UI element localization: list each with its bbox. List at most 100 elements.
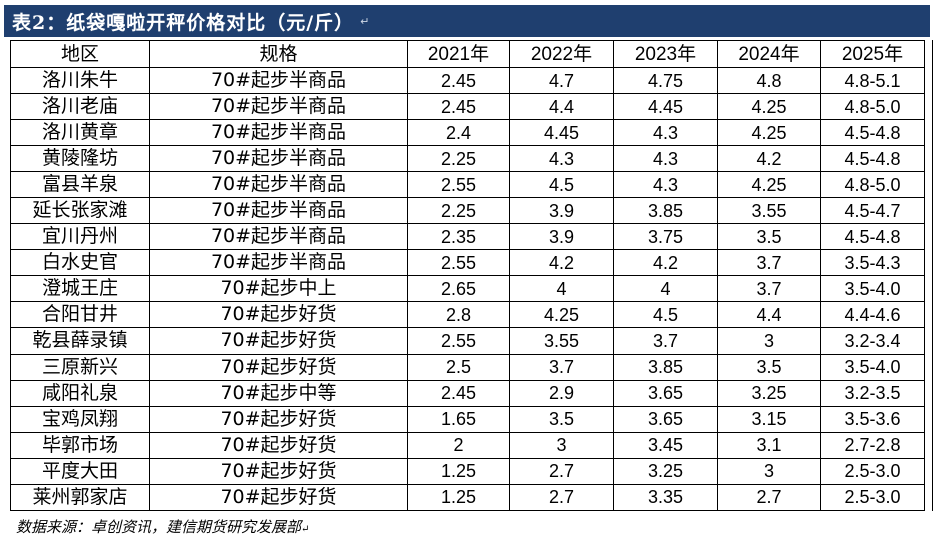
cell-y2024: 3.25 bbox=[717, 379, 821, 407]
cell-y2023: 4 bbox=[613, 275, 718, 303]
cell-y2024: 3.15 bbox=[717, 405, 821, 433]
cell-y2023: 3.65 bbox=[613, 405, 718, 433]
header-2022: 2022年 bbox=[509, 40, 614, 68]
table-title-bar: 表2：纸袋嘎啦开秤价格对比（元/斤） ↵ bbox=[4, 5, 930, 37]
cell-y2022: 4.7 bbox=[509, 66, 614, 95]
cell-spec: 70#起步半商品 bbox=[149, 249, 408, 277]
cell-y2021: 2.45 bbox=[407, 93, 510, 121]
cell-y2021: 2.5 bbox=[407, 353, 510, 381]
cell-y2024: 3.5 bbox=[717, 223, 821, 251]
header-region: 地区 bbox=[10, 40, 150, 68]
cell-spec: 70#起步好货 bbox=[149, 301, 408, 329]
cell-y2025: 3.2-3.4 bbox=[820, 327, 925, 355]
cell-y2024: 4.4 bbox=[717, 301, 821, 329]
cell-spec: 70#起步好货 bbox=[149, 353, 408, 381]
cell-y2024: 4.25 bbox=[717, 119, 821, 147]
table-row: 乾县薛录镇 70#起步好货 2.55 3.55 3.7 3 3.2-3.4 bbox=[10, 327, 925, 355]
cell-y2021: 2.55 bbox=[407, 249, 510, 277]
cell-y2022: 4.2 bbox=[509, 249, 614, 277]
cell-y2023: 4.3 bbox=[613, 145, 718, 173]
cell-y2025: 3.5-4.0 bbox=[820, 275, 925, 303]
cell-y2023: 4.5 bbox=[613, 301, 718, 329]
cell-y2023: 4.75 bbox=[613, 66, 718, 95]
cell-y2024: 3 bbox=[717, 457, 821, 485]
cell-region: 洛川朱牛 bbox=[10, 66, 150, 95]
cell-region: 平度大田 bbox=[10, 457, 150, 485]
cell-y2025: 3.2-3.5 bbox=[820, 379, 925, 407]
cell-region: 黄陵隆坊 bbox=[10, 145, 150, 173]
table-row: 毕郭市场 70#起步好货 2 3 3.45 3.1 2.7-2.8 bbox=[10, 431, 925, 459]
page-edge-line bbox=[932, 40, 933, 511]
header-2024: 2024年 bbox=[717, 40, 821, 68]
cell-y2023: 3.7 bbox=[613, 327, 718, 355]
cell-y2021: 2.45 bbox=[407, 379, 510, 407]
cell-y2021: 2.55 bbox=[407, 327, 510, 355]
cell-y2021: 2.65 bbox=[407, 275, 510, 303]
cell-region: 宜川丹州 bbox=[10, 223, 150, 251]
cell-spec: 70#起步中等 bbox=[149, 379, 408, 407]
cell-spec: 70#起步半商品 bbox=[149, 119, 408, 147]
cell-y2024: 3.7 bbox=[717, 275, 821, 303]
cell-y2025: 2.7-2.8 bbox=[820, 431, 925, 459]
cell-spec: 70#起步中上 bbox=[149, 275, 408, 303]
cell-region: 宝鸡凤翔 bbox=[10, 405, 150, 433]
cell-y2024: 4.8 bbox=[717, 66, 821, 95]
cell-y2024: 4.2 bbox=[717, 145, 821, 173]
cell-y2025: 2.5-3.0 bbox=[820, 457, 925, 485]
cell-y2025: 4.5-4.8 bbox=[820, 223, 925, 251]
table-row: 黄陵隆坊 70#起步半商品 2.25 4.3 4.3 4.2 4.5-4.8 bbox=[10, 145, 925, 173]
table-row: 富县羊泉 70#起步半商品 2.55 4.5 4.3 4.25 4.8-5.0 bbox=[10, 171, 925, 199]
cell-y2025: 4.5-4.7 bbox=[820, 197, 925, 225]
header-row: 地区 规格 2021年 2022年 2023年 2024年 2025年 bbox=[10, 40, 925, 68]
cell-y2025: 3.5-3.6 bbox=[820, 405, 925, 433]
cell-y2022: 4.45 bbox=[509, 119, 614, 147]
cell-region: 澄城王庄 bbox=[10, 275, 150, 303]
cell-spec: 70#起步好货 bbox=[149, 483, 408, 512]
cell-y2024: 2.7 bbox=[717, 483, 821, 512]
cell-y2021: 2.35 bbox=[407, 223, 510, 251]
cell-y2021: 1.25 bbox=[407, 457, 510, 485]
cell-y2025: 4.5-4.8 bbox=[820, 119, 925, 147]
header-2023: 2023年 bbox=[613, 40, 718, 68]
cell-spec: 70#起步好货 bbox=[149, 327, 408, 355]
cell-y2025: 4.8-5.0 bbox=[820, 171, 925, 199]
table-row: 白水史官 70#起步半商品 2.55 4.2 4.2 3.7 3.5-4.3 bbox=[10, 249, 925, 277]
cell-y2022: 2.7 bbox=[509, 483, 614, 512]
cell-region: 洛川老庙 bbox=[10, 93, 150, 121]
table-row: 莱州郭家店 70#起步好货 1.25 2.7 3.35 2.7 2.5-3.0 bbox=[10, 483, 925, 512]
table-row: 三原新兴 70#起步好货 2.5 3.7 3.85 3.5 3.5-4.0 bbox=[10, 353, 925, 381]
price-comparison-table: 地区 规格 2021年 2022年 2023年 2024年 2025年 洛川朱牛… bbox=[10, 40, 925, 512]
cell-y2021: 2.25 bbox=[407, 197, 510, 225]
paragraph-mark-icon: ↵ bbox=[301, 524, 310, 535]
cell-y2021: 2.4 bbox=[407, 119, 510, 147]
cell-y2022: 4.4 bbox=[509, 93, 614, 121]
cell-region: 莱州郭家店 bbox=[10, 483, 150, 512]
cell-y2023: 4.2 bbox=[613, 249, 718, 277]
cell-region: 三原新兴 bbox=[10, 353, 150, 381]
cell-y2024: 3.55 bbox=[717, 197, 821, 225]
cell-y2022: 4 bbox=[509, 275, 614, 303]
cell-y2023: 3.25 bbox=[613, 457, 718, 485]
header-2025: 2025年 bbox=[820, 40, 925, 68]
cell-y2021: 2.8 bbox=[407, 301, 510, 329]
cell-spec: 70#起步半商品 bbox=[149, 93, 408, 121]
table-row: 洛川老庙 70#起步半商品 2.45 4.4 4.45 4.25 4.8-5.0 bbox=[10, 93, 925, 121]
cell-region: 延长张家滩 bbox=[10, 197, 150, 225]
cell-spec: 70#起步好货 bbox=[149, 431, 408, 459]
cell-y2025: 2.5-3.0 bbox=[820, 483, 925, 512]
header-spec: 规格 bbox=[149, 40, 408, 68]
table-row: 咸阳礼泉 70#起步中等 2.45 2.9 3.65 3.25 3.2-3.5 bbox=[10, 379, 925, 407]
cell-region: 毕郭市场 bbox=[10, 431, 150, 459]
cell-y2025: 4.8-5.0 bbox=[820, 93, 925, 121]
cell-region: 洛川黄章 bbox=[10, 119, 150, 147]
table-title: 表2：纸袋嘎啦开秤价格对比（元/斤） bbox=[12, 11, 355, 34]
cell-y2023: 3.45 bbox=[613, 431, 718, 459]
cell-y2025: 3.5-4.3 bbox=[820, 249, 925, 277]
table-body: 洛川朱牛 70#起步半商品 2.45 4.7 4.75 4.8 4.8-5.1 洛川老庙 70#… bbox=[10, 66, 925, 512]
cell-region: 咸阳礼泉 bbox=[10, 379, 150, 407]
cell-y2025: 4.5-4.8 bbox=[820, 145, 925, 173]
cell-y2025: 4.4-4.6 bbox=[820, 301, 925, 329]
cell-y2024: 4.25 bbox=[717, 171, 821, 199]
cell-y2024: 3 bbox=[717, 327, 821, 355]
cell-y2022: 4.5 bbox=[509, 171, 614, 199]
